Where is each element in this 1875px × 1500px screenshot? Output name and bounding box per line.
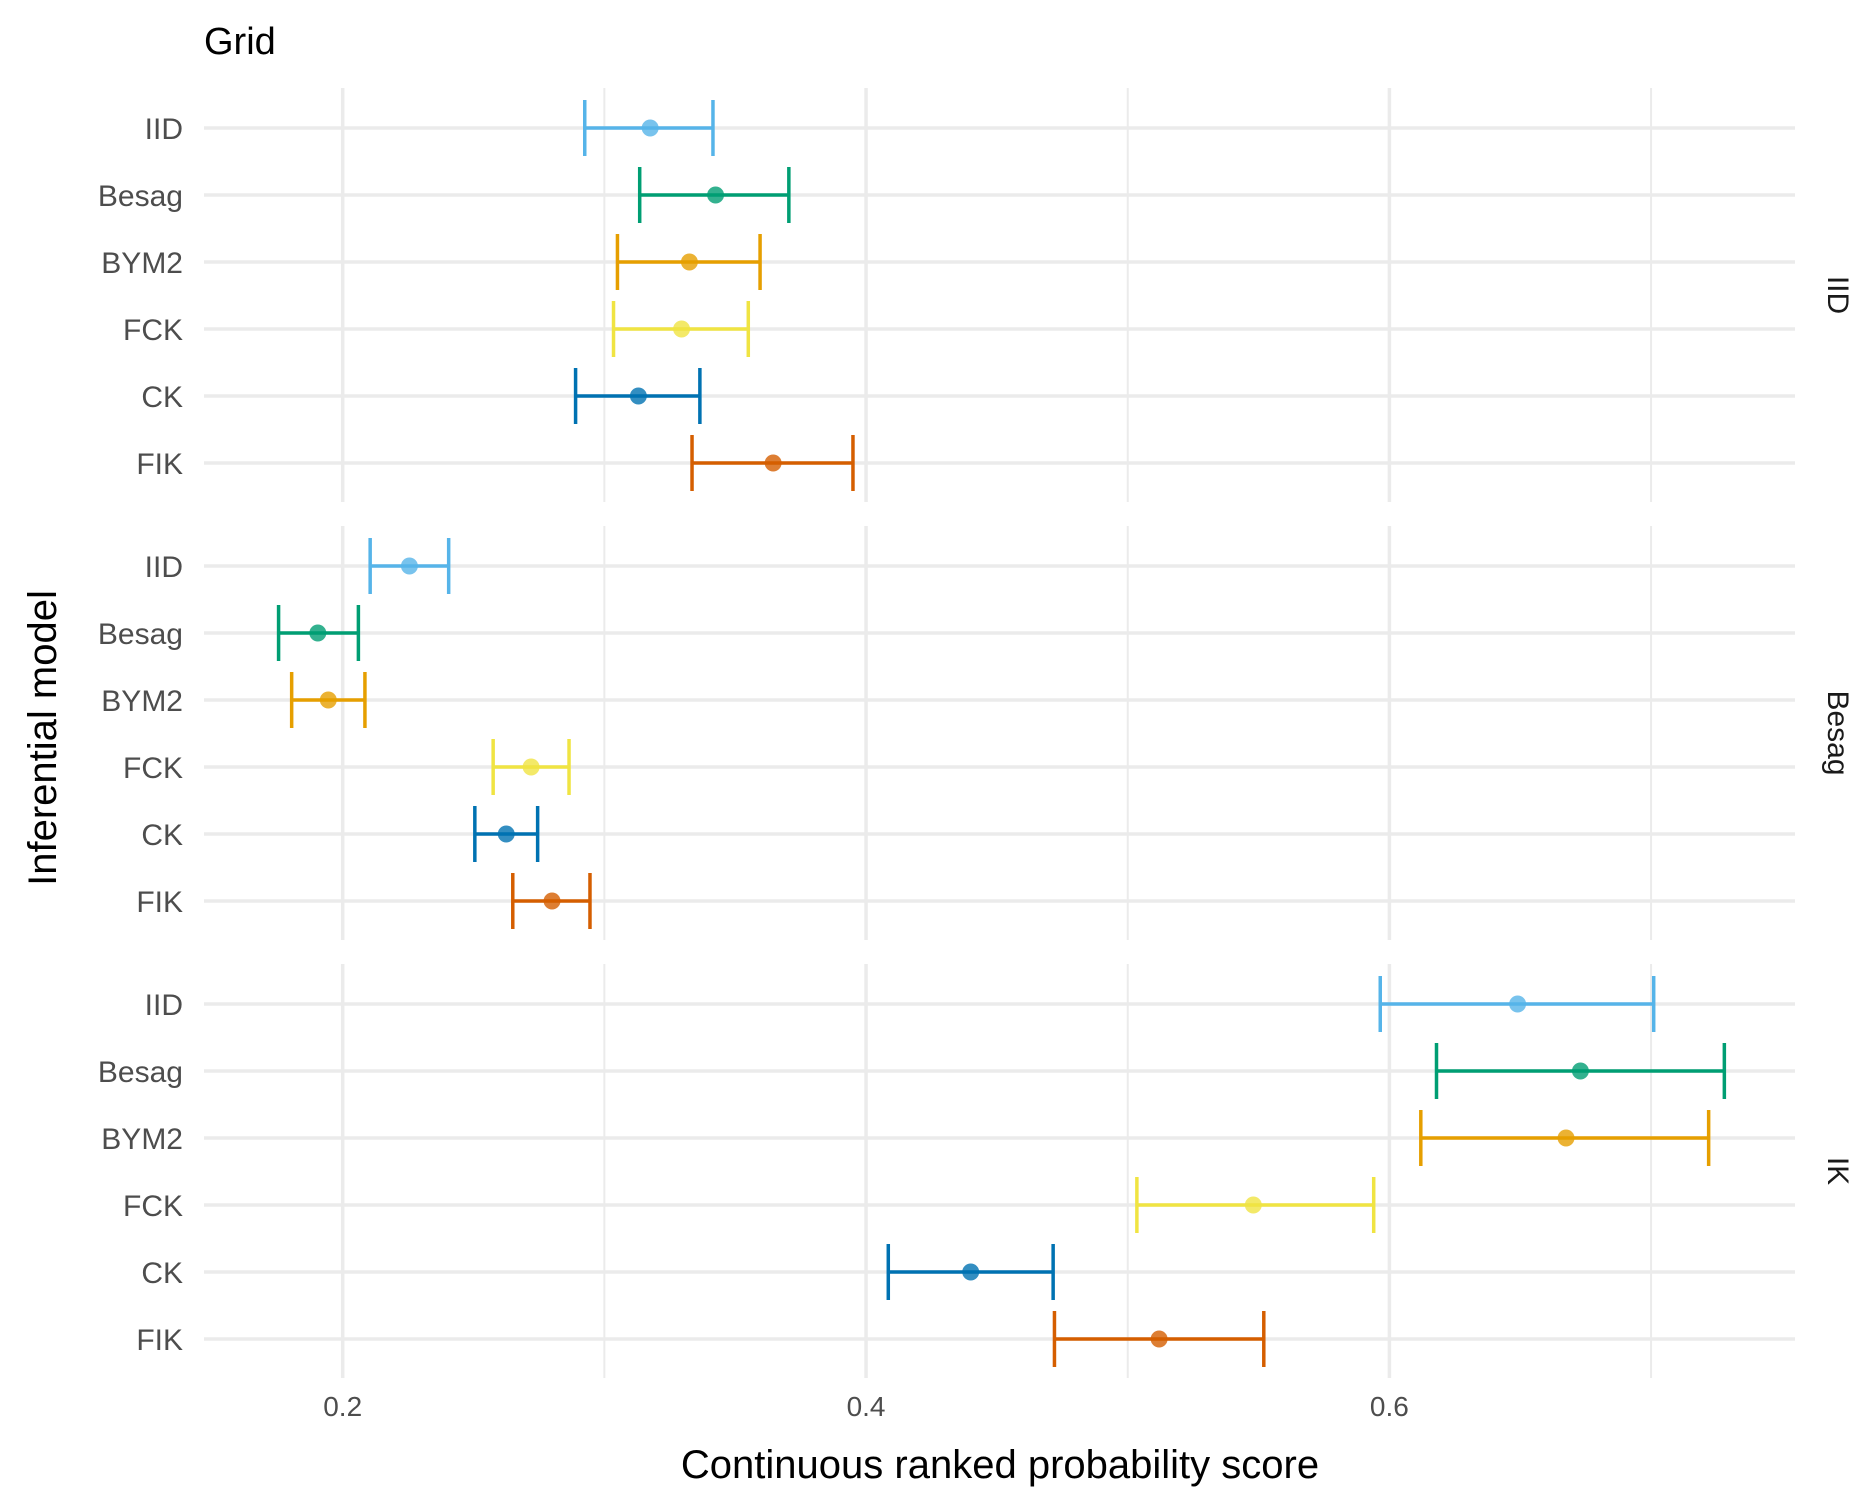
panel-ik: IID Besag BYM2 FCK CK FIK IK <box>98 964 1854 1378</box>
category-label: FIK <box>136 448 183 481</box>
mean-point <box>629 387 647 405</box>
facet-strip-label: IID <box>1821 276 1854 314</box>
mean-point <box>764 454 782 472</box>
facet-strip-label: Besag <box>1821 690 1854 775</box>
category-label: IID <box>145 113 183 146</box>
mean-point <box>1557 1129 1575 1147</box>
panel-iid: IID Besag BYM2 FCK CK FIK IID <box>98 88 1854 502</box>
facet-panels: IID Besag BYM2 FCK CK FIK IID IID Besag BYM2 FCK CK… <box>98 88 1854 1378</box>
mean-point <box>673 320 691 338</box>
category-label: Besag <box>98 180 183 213</box>
category-label: FCK <box>123 752 183 785</box>
x-tick-label: 0.4 <box>847 1391 886 1422</box>
mean-point <box>522 758 540 776</box>
x-axis-ticks: 0.2 0.4 0.6 <box>323 1391 1409 1422</box>
y-axis-title: Inferential model <box>21 590 65 886</box>
errorbar-iid <box>582 100 715 156</box>
facet-strip-label: IK <box>1821 1157 1854 1185</box>
errorbar-besag <box>1434 1043 1727 1099</box>
category-label: Besag <box>98 618 183 651</box>
mean-point <box>319 691 337 709</box>
mean-point <box>497 825 515 843</box>
mean-point <box>543 892 561 910</box>
category-label: BYM2 <box>101 247 183 280</box>
errorbar-fck <box>1135 1177 1376 1233</box>
x-axis-title: Continuous ranked probability score <box>681 1443 1319 1487</box>
errorbar-iid <box>368 538 451 594</box>
chart-title: Grid <box>204 21 276 63</box>
errorbar-ck <box>473 806 540 862</box>
errorbar-bym2 <box>1419 1110 1711 1166</box>
category-label: CK <box>141 1257 183 1290</box>
errorbar-bym2 <box>289 672 367 728</box>
category-label: FCK <box>123 1190 183 1223</box>
category-label: IID <box>145 989 183 1022</box>
mean-point <box>962 1263 980 1281</box>
mean-point <box>1509 995 1527 1013</box>
category-label: BYM2 <box>101 685 183 718</box>
x-tick-label: 0.6 <box>1370 1391 1409 1422</box>
errorbar-besag <box>637 167 791 223</box>
mean-point <box>680 253 698 271</box>
mean-point <box>400 557 418 575</box>
category-label: BYM2 <box>101 1123 183 1156</box>
mean-point <box>309 624 327 642</box>
errorbar-fck <box>491 739 571 795</box>
errorbar-ck <box>573 368 702 424</box>
mean-point <box>641 119 659 137</box>
category-label: FIK <box>136 1324 183 1357</box>
errorbar-bym2 <box>615 234 762 290</box>
errorbar-fik <box>690 435 855 491</box>
category-label: IID <box>145 551 183 584</box>
category-label: FIK <box>136 886 183 919</box>
errorbar-fck <box>611 301 751 357</box>
category-label: FCK <box>123 314 183 347</box>
errorbar-ck <box>886 1244 1055 1300</box>
category-label: CK <box>141 381 183 414</box>
errorbar-besag <box>276 605 361 661</box>
mean-point <box>1244 1196 1262 1214</box>
category-label: Besag <box>98 1056 183 1089</box>
errorbar-iid <box>1378 976 1656 1032</box>
errorbar-fik <box>1052 1311 1266 1367</box>
x-tick-label: 0.2 <box>323 1391 362 1422</box>
mean-point <box>1571 1062 1589 1080</box>
errorbar-fik <box>511 873 592 929</box>
category-label: CK <box>141 819 183 852</box>
mean-point <box>1150 1330 1168 1348</box>
panel-besag: IID Besag BYM2 FCK CK FIK Besag <box>98 526 1854 940</box>
mean-point <box>707 186 725 204</box>
